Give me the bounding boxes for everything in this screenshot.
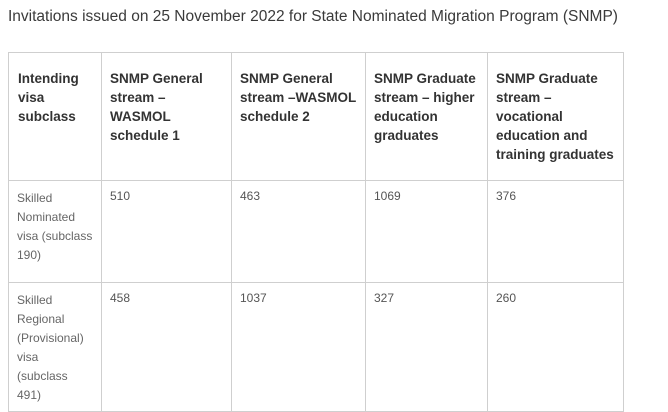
header-line: stream –WASMOL (240, 90, 357, 105)
table-caption: Invitations issued on 25 November 2022 f… (8, 8, 618, 25)
header-line: schedule 2 (240, 109, 310, 124)
header-line: stream – (496, 90, 552, 105)
header-line: SNMP Graduate (496, 71, 598, 86)
header-line: subclass (18, 109, 76, 124)
row-label-subclass-190: Skilled Nominated visa (subclass 190) (8, 180, 102, 283)
row-label-line: (Provisional) (17, 331, 84, 345)
table-cell: 376 (487, 180, 624, 283)
header-line: SNMP General (240, 71, 333, 86)
table-cell: 327 (365, 282, 488, 412)
header-line: education and (496, 128, 588, 143)
table-cell: 260 (487, 282, 624, 412)
invitations-table: Intending visa subclass SNMP General str… (8, 52, 624, 412)
row-label-line: (subclass 491) (17, 369, 68, 402)
table-cell: 1037 (231, 282, 366, 412)
header-line: visa (18, 90, 45, 105)
row-label-line: visa (subclass (17, 229, 93, 243)
table-row: Skilled Nominated visa (subclass 190) 51… (8, 180, 624, 283)
table-cell: 463 (231, 180, 366, 283)
header-line: WASMOL (110, 109, 171, 124)
header-line: SNMP General (110, 71, 203, 86)
header-line: vocational (496, 109, 563, 124)
row-label-line: Nominated (17, 210, 76, 224)
header-line: training graduates (496, 147, 614, 162)
row-label-line: Regional (17, 312, 65, 326)
header-graduate-higher-education: SNMP Graduate stream – higher education … (365, 52, 488, 181)
header-line: graduates (374, 128, 439, 143)
row-label-subclass-491: Skilled Regional (Provisional) visa (sub… (8, 282, 102, 412)
header-general-schedule-2: SNMP General stream –WASMOL schedule 2 (231, 52, 366, 181)
table-cell: 458 (101, 282, 232, 412)
table-row: Skilled Regional (Provisional) visa (sub… (8, 282, 624, 412)
table-cell: 510 (101, 180, 232, 283)
header-line: schedule 1 (110, 128, 180, 143)
header-line: SNMP Graduate (374, 71, 476, 86)
header-graduate-vocational: SNMP Graduate stream – vocational educat… (487, 52, 624, 181)
header-line: education (374, 109, 438, 124)
header-line: stream – (110, 90, 166, 105)
table-header-row: Intending visa subclass SNMP General str… (8, 52, 624, 181)
row-label-line: 190) (17, 248, 42, 262)
header-general-schedule-1: SNMP General stream – WASMOL schedule 1 (101, 52, 232, 181)
header-line: stream – higher (374, 90, 475, 105)
table-cell: 1069 (365, 180, 488, 283)
header-visa-subclass: Intending visa subclass (8, 52, 102, 181)
header-line: Intending (18, 71, 79, 86)
row-label-line: Skilled (17, 191, 53, 205)
row-label-line: Skilled (17, 293, 53, 307)
row-label-line: visa (17, 350, 39, 364)
